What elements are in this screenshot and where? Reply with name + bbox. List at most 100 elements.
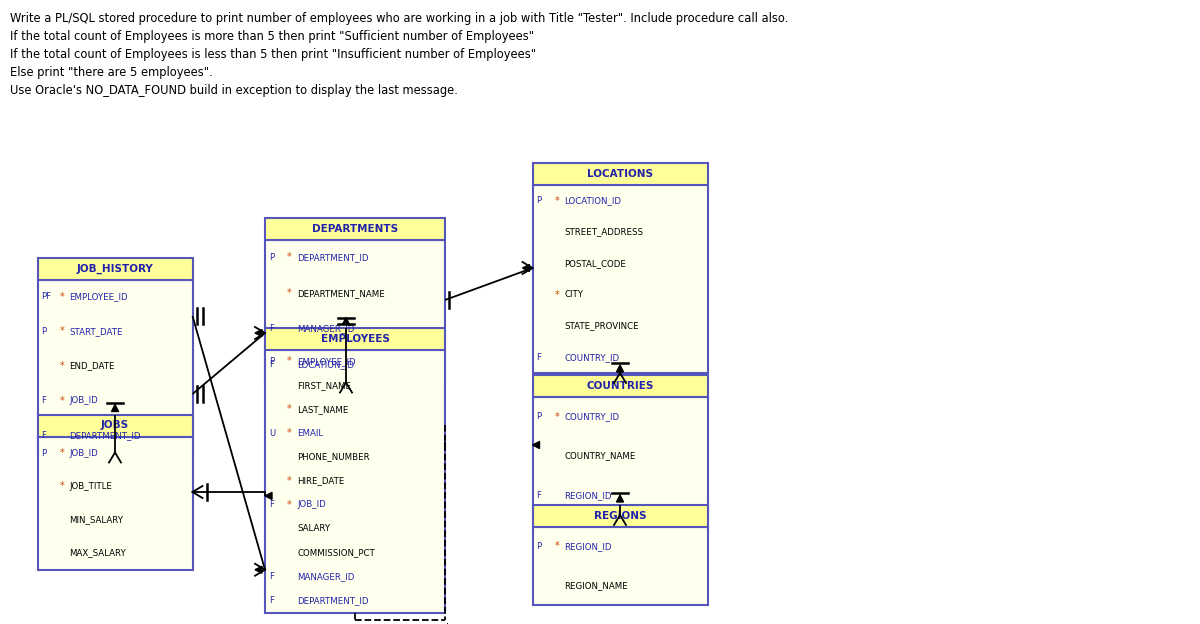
Text: *: *: [554, 196, 559, 206]
Text: P: P: [42, 449, 47, 457]
Text: JOB_ID: JOB_ID: [70, 396, 98, 405]
Text: I--: I--: [446, 623, 456, 624]
Text: *: *: [287, 252, 292, 262]
Text: *: *: [287, 476, 292, 486]
Text: PF: PF: [42, 292, 52, 301]
Text: POSTAL_CODE: POSTAL_CODE: [564, 259, 626, 268]
Text: *: *: [60, 448, 65, 458]
Text: *: *: [554, 290, 559, 300]
Text: COUNTRY_ID: COUNTRY_ID: [564, 353, 619, 362]
Text: HIRE_DATE: HIRE_DATE: [298, 477, 344, 485]
Text: DEPARTMENT_ID: DEPARTMENT_ID: [298, 596, 368, 605]
Polygon shape: [265, 492, 272, 499]
Text: REGIONS: REGIONS: [594, 511, 647, 521]
Text: U: U: [269, 429, 275, 437]
Text: LOCATION_ID: LOCATION_ID: [298, 360, 354, 369]
Text: Write a PL/SQL stored procedure to print number of employees who are working in : Write a PL/SQL stored procedure to print…: [10, 12, 788, 25]
Text: EMAIL: EMAIL: [298, 429, 323, 437]
Text: REGION_ID: REGION_ID: [564, 491, 612, 500]
Text: *: *: [60, 292, 65, 302]
Text: F: F: [269, 500, 274, 509]
Bar: [37, 280, 192, 452]
Text: JOB_ID: JOB_ID: [70, 449, 98, 457]
Text: JOBS: JOBS: [101, 421, 130, 431]
Text: MIN_SALARY: MIN_SALARY: [70, 515, 124, 524]
Text: CITY: CITY: [564, 290, 583, 299]
Bar: [265, 218, 445, 240]
Text: *: *: [554, 542, 559, 552]
Text: START_DATE: START_DATE: [70, 327, 124, 336]
Text: Use Oracle's NO_DATA_FOUND build in exception to display the last message.: Use Oracle's NO_DATA_FOUND build in exce…: [10, 84, 458, 97]
Text: If the total count of Employees is less than 5 then print "Insufficient number o: If the total count of Employees is less …: [10, 48, 536, 61]
Text: *: *: [60, 396, 65, 406]
Bar: [265, 328, 445, 349]
Text: COUNTRY_NAME: COUNTRY_NAME: [564, 452, 636, 461]
Text: MANAGER_ID: MANAGER_ID: [298, 324, 354, 333]
Text: LOCATION_ID: LOCATION_ID: [564, 196, 622, 205]
Text: If the total count of Employees is more than 5 then print "Sufficient number of : If the total count of Employees is more …: [10, 30, 534, 43]
Text: MANAGER_ID: MANAGER_ID: [298, 572, 354, 581]
Text: LAST_NAME: LAST_NAME: [298, 405, 348, 414]
Text: EMPLOYEE_ID: EMPLOYEE_ID: [298, 357, 355, 366]
Bar: [37, 258, 192, 280]
Polygon shape: [256, 566, 262, 573]
Text: *: *: [60, 326, 65, 336]
Bar: [533, 163, 708, 185]
Text: P: P: [269, 357, 274, 366]
Text: JOB_HISTORY: JOB_HISTORY: [77, 263, 154, 274]
Bar: [533, 505, 708, 527]
Bar: [265, 349, 445, 613]
Text: FIRST_NAME: FIRST_NAME: [298, 381, 352, 390]
Text: COUNTRY_ID: COUNTRY_ID: [564, 412, 619, 421]
Text: REGION_ID: REGION_ID: [564, 542, 612, 551]
Text: F: F: [536, 491, 541, 500]
Text: P: P: [536, 412, 541, 421]
Text: STREET_ADDRESS: STREET_ADDRESS: [564, 228, 643, 236]
Text: EMPLOYEES: EMPLOYEES: [320, 333, 390, 343]
Text: P: P: [42, 327, 47, 336]
Text: F: F: [42, 396, 47, 405]
Text: COMMISSION_PCT: COMMISSION_PCT: [298, 548, 374, 557]
Polygon shape: [617, 495, 624, 502]
Polygon shape: [617, 365, 624, 372]
Text: F: F: [269, 360, 274, 369]
Text: *: *: [287, 404, 292, 414]
Bar: [37, 414, 192, 437]
Text: JOB_TITLE: JOB_TITLE: [70, 482, 113, 491]
Text: P: P: [536, 542, 541, 551]
Text: F: F: [269, 324, 274, 333]
Polygon shape: [256, 329, 262, 336]
Bar: [533, 375, 708, 397]
Bar: [265, 240, 445, 383]
Text: MAX_SALARY: MAX_SALARY: [70, 548, 126, 557]
Text: *: *: [287, 288, 292, 298]
Text: Else print "there are 5 employees".: Else print "there are 5 employees".: [10, 66, 212, 79]
Text: COUNTRIES: COUNTRIES: [587, 381, 654, 391]
Text: SALARY: SALARY: [298, 524, 330, 534]
Text: REGION_NAME: REGION_NAME: [564, 581, 629, 590]
Text: *: *: [60, 361, 65, 371]
Text: DEPARTMENT_ID: DEPARTMENT_ID: [70, 431, 142, 440]
Bar: [533, 527, 708, 605]
Text: END_DATE: END_DATE: [70, 361, 115, 371]
Text: DEPARTMENTS: DEPARTMENTS: [312, 223, 398, 233]
Text: JOB_ID: JOB_ID: [298, 500, 325, 509]
Text: PHONE_NUMBER: PHONE_NUMBER: [298, 452, 370, 462]
Text: DEPARTMENT_NAME: DEPARTMENT_NAME: [298, 289, 385, 298]
Text: EMPLOYEE_ID: EMPLOYEE_ID: [70, 292, 128, 301]
Text: *: *: [287, 428, 292, 438]
Polygon shape: [533, 442, 540, 449]
Text: F: F: [269, 572, 274, 581]
Text: F: F: [42, 431, 47, 440]
Text: *: *: [287, 356, 292, 366]
Text: P: P: [536, 196, 541, 205]
Polygon shape: [342, 318, 349, 324]
Text: F: F: [536, 353, 541, 362]
Text: P: P: [269, 253, 274, 262]
Polygon shape: [112, 404, 119, 411]
Bar: [533, 185, 708, 373]
Text: F: F: [269, 596, 274, 605]
Text: *: *: [60, 481, 65, 491]
Bar: [37, 437, 192, 570]
Bar: [533, 397, 708, 515]
